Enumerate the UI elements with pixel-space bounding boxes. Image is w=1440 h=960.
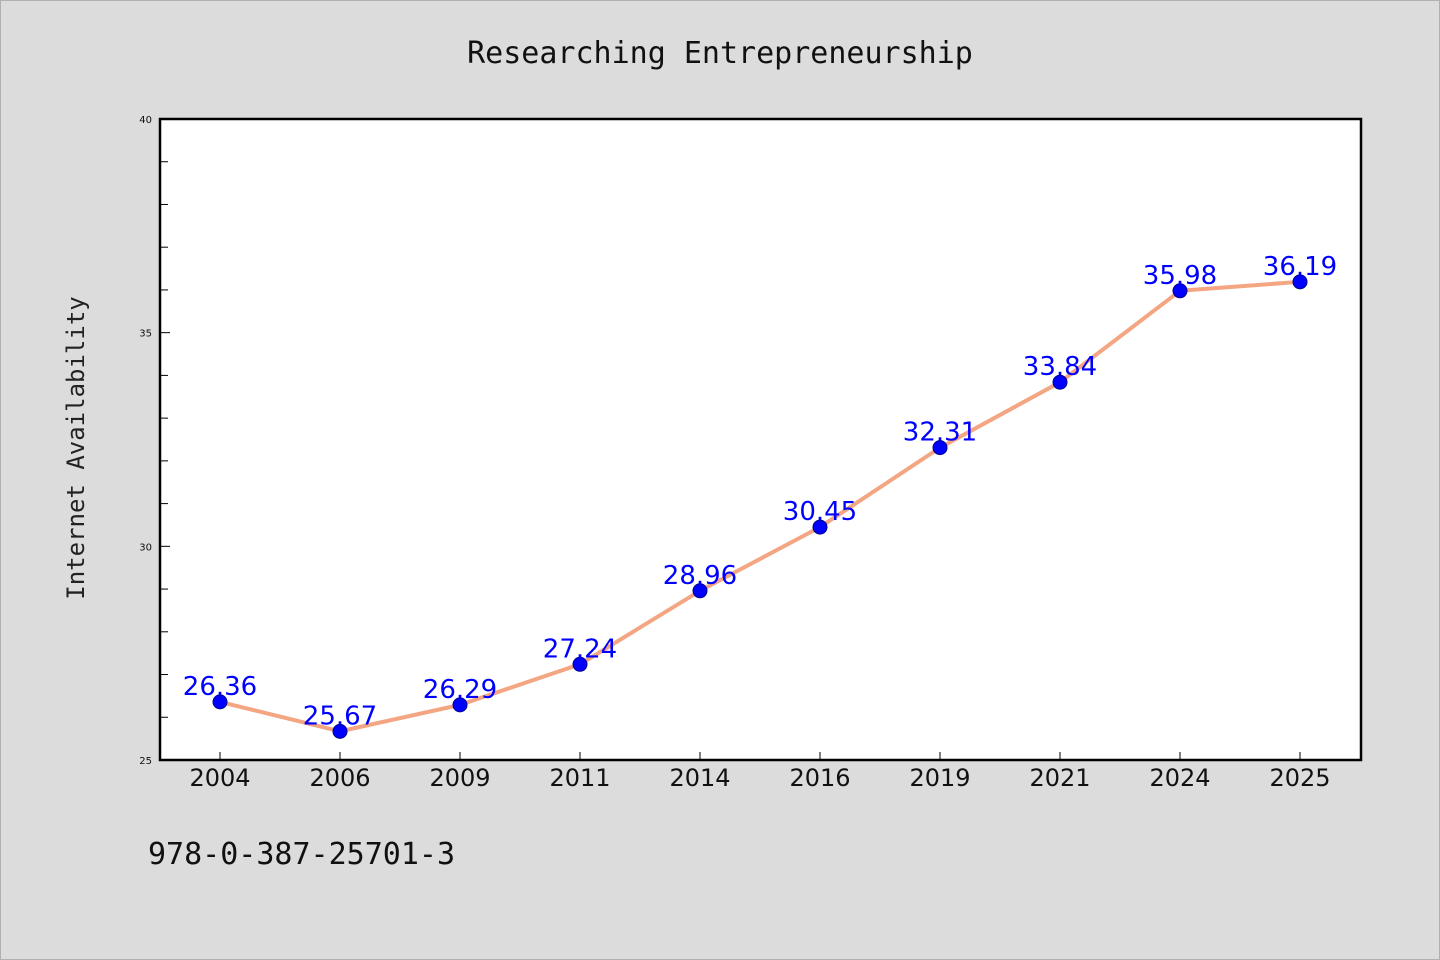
- x-tick-label: 2009: [429, 764, 490, 792]
- x-tick-label: 2004: [189, 764, 250, 792]
- data-point: [1292, 274, 1308, 290]
- series-layer: 26.36 25.67 26.29 27.24 28.96 30.45 32.31 33.84…: [183, 252, 1337, 739]
- y-tick-label: 30: [139, 542, 152, 553]
- data-point: [452, 697, 468, 713]
- data-label: 27.24: [543, 634, 617, 664]
- data-label: 35.98: [1143, 261, 1217, 291]
- plot-area: [158, 117, 1363, 762]
- data-label: 32.31: [903, 418, 977, 448]
- x-axis: 2004 2006 2009 2011 2014 2016 2019 2021 2024 2025: [189, 752, 1331, 792]
- chart-title: Researching Entrepreneurship: [467, 36, 973, 71]
- x-tick-label: 2011: [549, 764, 610, 792]
- data-label: 26.29: [423, 675, 497, 705]
- y-axis-label: Internet Availability: [62, 296, 90, 599]
- data-point: [1172, 283, 1188, 299]
- series-line: [218, 279, 1302, 734]
- x-tick-label: 2024: [1149, 764, 1210, 792]
- data-point: [692, 583, 708, 599]
- footnote-isbn: 978-0-387-25701-3: [148, 837, 455, 872]
- y-axis: 25 30 35 40: [139, 115, 170, 767]
- data-point: [572, 656, 588, 672]
- x-tick-label: 2019: [909, 764, 970, 792]
- x-tick-label: 2025: [1269, 764, 1330, 792]
- data-point: [1052, 374, 1068, 390]
- y-tick-label: 35: [139, 329, 152, 340]
- data-point: [212, 694, 228, 710]
- data-label: 26.36: [183, 672, 257, 702]
- data-point: [812, 519, 828, 535]
- data-point: [932, 440, 948, 456]
- x-tick-label: 2016: [789, 764, 850, 792]
- x-tick-label: 2021: [1029, 764, 1090, 792]
- data-label: 33.84: [1023, 352, 1097, 382]
- data-point: [332, 723, 348, 739]
- y-tick-label: 25: [139, 756, 152, 767]
- data-label: 28.96: [663, 561, 737, 591]
- data-label: 36.19: [1263, 252, 1337, 282]
- data-label: 30.45: [783, 497, 857, 527]
- data-label: 25.67: [303, 701, 377, 731]
- y-tick-label: 40: [139, 115, 152, 126]
- x-tick-label: 2014: [669, 764, 730, 792]
- x-tick-label: 2006: [309, 764, 370, 792]
